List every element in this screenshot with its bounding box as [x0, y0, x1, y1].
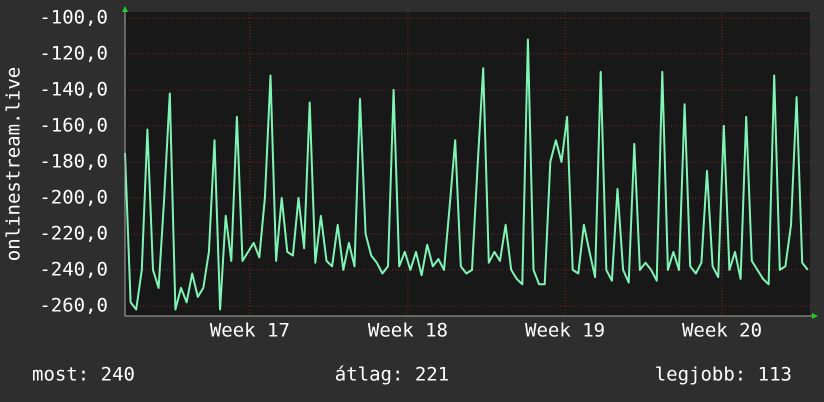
x-arrow	[812, 313, 818, 319]
y-tick-label: -140,0	[39, 78, 108, 100]
y-axis-label: onlinestream.live	[3, 67, 25, 261]
x-tick-label: Week 18	[368, 320, 448, 342]
x-tick-label: Week 19	[525, 320, 605, 342]
x-tick-label: Week 20	[682, 320, 762, 342]
x-tick-label: Week 17	[210, 320, 290, 342]
y-tick-label: -180,0	[39, 150, 108, 172]
y-tick-label: -200,0	[39, 186, 108, 208]
footer-stat: legjobb: 113	[655, 364, 792, 386]
y-tick-label: -160,0	[39, 114, 108, 136]
footer-stat: most: 240	[32, 364, 135, 386]
y-tick-label: -100,0	[39, 6, 108, 28]
y-arrow	[122, 6, 128, 12]
y-tick-label: -240,0	[39, 258, 108, 280]
footer-stat: átlag: 221	[335, 364, 449, 386]
line	[124, 38, 809, 311]
y-tick-label: -220,0	[39, 222, 108, 244]
y-tick-label: -120,0	[39, 42, 108, 64]
y-tick-label: -260,0	[39, 294, 108, 316]
